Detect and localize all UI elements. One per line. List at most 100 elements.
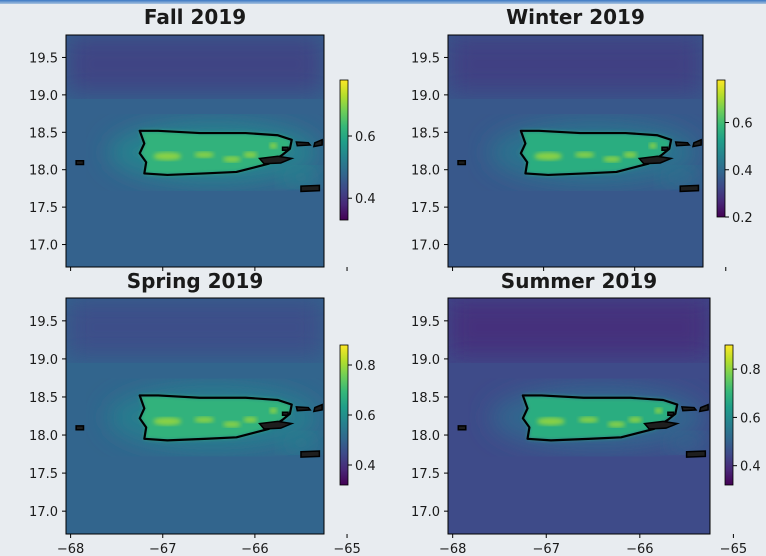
coastline-small-island xyxy=(75,425,85,431)
coastline-small-island xyxy=(667,411,675,416)
bright-spot xyxy=(578,416,599,423)
ocean-low-band xyxy=(448,298,710,357)
coastline-small-island xyxy=(685,450,707,458)
bright-spot xyxy=(194,416,215,423)
y-tick-label: 18.5 xyxy=(29,126,58,141)
coastline-small-island xyxy=(300,184,321,193)
coastline-small-island xyxy=(642,420,681,430)
bright-spot xyxy=(534,152,563,161)
coastal-halo-east xyxy=(278,432,323,453)
y-tick-label: 17.5 xyxy=(411,201,440,216)
heatmap-field xyxy=(448,298,710,534)
subplot-3: Spring 2019 17.0 17.5 18.0 18.5 19.0 19.5 −68 −6… xyxy=(29,269,376,556)
window-top-border xyxy=(0,0,766,4)
y-tick-label: 19.0 xyxy=(29,353,58,368)
bright-spot xyxy=(628,416,643,423)
colorbar-tick-label: 0.4 xyxy=(355,192,376,207)
y-tick-label: 19.0 xyxy=(411,89,440,104)
bright-spot xyxy=(194,151,215,158)
subplot-title: Winter 2019 xyxy=(506,5,645,29)
coastline-small-island xyxy=(457,425,467,431)
y-tick-label: 17.5 xyxy=(29,201,58,216)
y-tick-label: 18.5 xyxy=(411,126,440,141)
bright-spot xyxy=(623,151,638,158)
y-tick-label: 19.5 xyxy=(411,51,440,66)
bright-spot xyxy=(536,417,565,426)
land-field xyxy=(520,130,672,175)
colorbar-tick-label: 0.2 xyxy=(732,211,753,226)
x-tick-label: −68 xyxy=(439,542,466,556)
y-tick-label: 18.5 xyxy=(411,391,440,406)
coastline-small-island xyxy=(637,155,674,165)
subplot-title: Spring 2019 xyxy=(127,269,264,293)
land-field xyxy=(139,395,292,441)
ocean-low-band xyxy=(66,35,324,93)
ocean-low-band xyxy=(448,35,703,93)
coastline-small-island xyxy=(661,146,669,152)
axes-frame xyxy=(65,34,325,268)
x-tick-label: −67 xyxy=(149,542,176,556)
bright-spot xyxy=(222,156,241,163)
subplot-2: Winter 2019 17.0 17.5 18.0 18.5 19.0 19.5 0.2 0.… xyxy=(411,5,753,271)
axes-frame xyxy=(447,297,711,535)
coastal-halo-east xyxy=(278,167,323,188)
y-tick-label: 19.5 xyxy=(29,315,58,330)
bright-spot xyxy=(602,156,621,163)
bright-spot xyxy=(243,151,258,158)
bright-spot xyxy=(269,407,278,414)
y-tick-label: 18.0 xyxy=(411,164,440,179)
y-tick-label: 19.5 xyxy=(411,315,440,330)
ocean-low-band xyxy=(66,298,324,357)
colorbar-tick-label: 0.6 xyxy=(732,117,753,132)
coastline-small-island xyxy=(674,141,691,147)
y-tick-label: 17.0 xyxy=(29,505,58,520)
coastal-halo-east xyxy=(658,167,703,188)
colorbar xyxy=(716,79,726,218)
coastline-small-island xyxy=(295,141,312,147)
heatmap-field xyxy=(66,298,324,534)
colorbar xyxy=(339,344,349,486)
bright-spot xyxy=(654,407,663,414)
bright-spot xyxy=(574,151,595,158)
coastline-small-island xyxy=(300,450,321,458)
x-tick-label: −67 xyxy=(533,542,560,556)
bright-spot xyxy=(222,421,241,428)
y-tick-label: 17.0 xyxy=(411,239,440,254)
bright-spot xyxy=(648,142,657,149)
bright-spot xyxy=(269,142,278,149)
colorbar-tick-label: 0.4 xyxy=(740,460,761,475)
y-tick-label: 19.0 xyxy=(411,353,440,368)
subplot-4: Summer 2019 17.0 17.5 18.0 18.5 19.0 19.5 −68 −6… xyxy=(411,269,761,556)
colorbar-tick-label: 0.8 xyxy=(355,359,376,374)
y-tick-label: 17.5 xyxy=(29,467,58,482)
y-tick-label: 18.0 xyxy=(29,164,58,179)
x-tick-label: −66 xyxy=(241,542,268,556)
land-field xyxy=(522,395,678,441)
y-tick-label: 17.0 xyxy=(411,505,440,520)
x-tick-label: −65 xyxy=(333,542,360,556)
colorbar-tick-label: 0.6 xyxy=(355,409,376,424)
coastline-small-island xyxy=(698,403,709,413)
heatmap-field xyxy=(66,35,324,267)
coastline-small-island xyxy=(679,184,700,193)
x-tick-label: −68 xyxy=(57,542,84,556)
bright-spot xyxy=(153,152,182,161)
subplot-1: Fall 2019 17.0 17.5 18.0 18.5 19.0 19.5 0.4 0.6 xyxy=(29,5,376,271)
x-tick-label: −65 xyxy=(720,542,747,556)
y-tick-label: 17.0 xyxy=(29,239,58,254)
y-tick-label: 17.5 xyxy=(411,467,440,482)
bright-spot xyxy=(243,416,258,423)
x-tick-label: −66 xyxy=(626,542,653,556)
coastline-small-island xyxy=(281,411,289,416)
y-tick-label: 18.0 xyxy=(411,429,440,444)
colorbar xyxy=(339,79,349,221)
colorbar-tick-label: 0.8 xyxy=(740,363,761,378)
y-tick-label: 18.0 xyxy=(29,429,58,444)
coastline-small-island xyxy=(295,406,312,412)
colorbar-tick-label: 0.6 xyxy=(740,411,761,426)
coastline-small-island xyxy=(457,159,467,166)
colorbar-tick-label: 0.4 xyxy=(355,459,376,474)
bright-spot xyxy=(153,417,182,426)
coastline-small-island xyxy=(680,406,698,412)
